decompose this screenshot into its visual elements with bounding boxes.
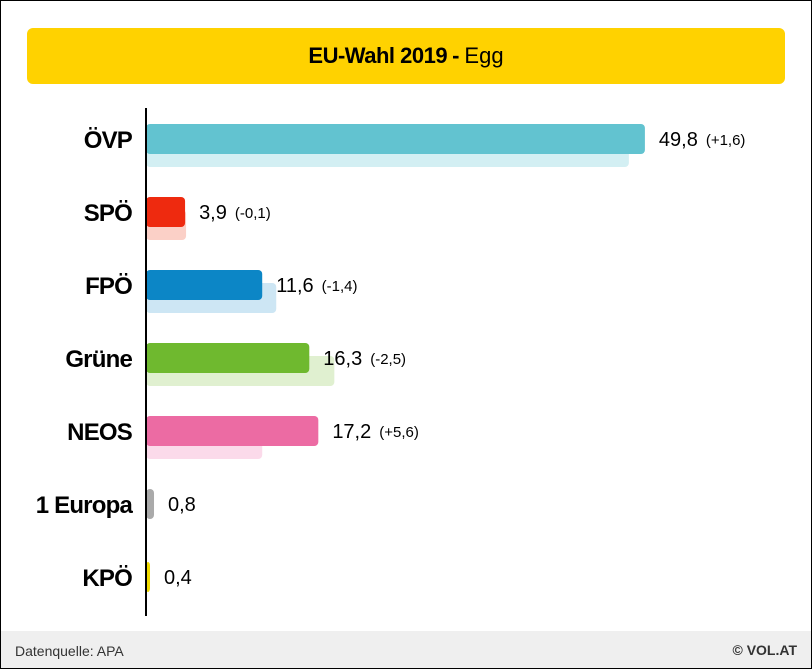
diff-label: (-1,4) (322, 278, 358, 295)
bar-chart: ÖVP 49,8 (+1,6) SPÖ 3,9 (-0,1) FPÖ 11,6 (-1,4) Gr… (36, 108, 746, 616)
category-label: NEOS (67, 419, 133, 446)
bar-current (146, 416, 319, 446)
footer: Datenquelle: APA © VOL.AT (1, 631, 811, 668)
bar-current (146, 343, 310, 373)
value-label: 0,8 (168, 494, 196, 516)
bar-current (146, 197, 186, 227)
title-bar: EU-Wahl 2019 - Egg (27, 28, 785, 84)
diff-label: (-2,5) (370, 351, 406, 368)
category-label: 1 Europa (36, 492, 134, 519)
value-label: 3,9 (199, 202, 227, 224)
diff-label: (+1,6) (706, 132, 746, 149)
bar-current (146, 562, 151, 592)
category-label: SPÖ (84, 200, 132, 227)
category-label: KPÖ (82, 565, 132, 592)
chart-title: EU-Wahl 2019 (308, 43, 448, 68)
chart-subtitle: Egg (464, 43, 504, 68)
diff-label: (-0,1) (235, 205, 271, 222)
bar-current (146, 270, 263, 300)
category-label: ÖVP (84, 127, 133, 154)
value-label: 17,2 (332, 421, 371, 443)
value-label: 16,3 (323, 348, 362, 370)
title-separator: - (452, 43, 460, 68)
category-label: Grüne (65, 346, 132, 373)
value-label: 11,6 (276, 275, 313, 297)
bar-current (146, 489, 155, 519)
bar-current (146, 124, 645, 154)
value-label: 49,8 (659, 129, 698, 151)
value-label: 0,4 (164, 567, 192, 589)
category-label: FPÖ (85, 273, 132, 300)
copyright: © VOL.AT (732, 642, 798, 658)
data-source: Datenquelle: APA (15, 643, 124, 659)
diff-label: (+5,6) (379, 424, 419, 441)
